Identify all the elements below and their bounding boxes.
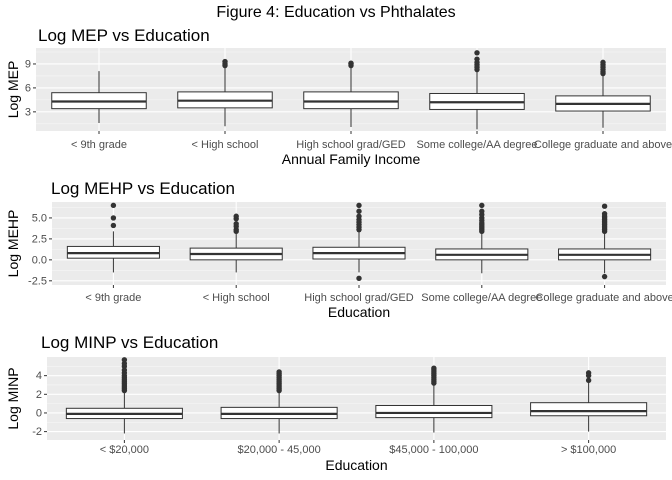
outlier-point [348,60,354,66]
outlier-point [110,215,117,221]
y-tick-label: 2 [36,389,42,401]
outlier-point [110,222,117,229]
chart-title: Log MEHP vs Education [51,179,235,198]
x-tick-label: College graduate and above [534,139,672,151]
outlier-point [121,357,128,363]
y-axis-label: Log MINP [5,367,21,429]
chart-title: Log MEP vs Education [38,26,210,45]
box-body [530,402,648,417]
y-tick-label: 5.0 [32,212,47,224]
y-axis-label: Log MEHP [5,210,21,278]
x-tick-label: Some college/AA degree [416,139,537,151]
y-tick-label: 9 [25,58,31,70]
outlier-point [110,202,117,209]
x-tick-label: College graduate and above [535,292,672,304]
box-body [375,404,493,419]
box-3 [312,202,406,281]
box-4 [530,370,648,432]
box-2 [220,369,338,434]
outlier-point [585,370,592,376]
outlier-point [479,208,485,214]
box-2 [189,213,283,273]
outlier-point [585,377,592,384]
outlier-point [474,56,480,62]
x-tick-label: < 9th grade [71,139,127,151]
chart-title: Log MINP vs Education [41,333,218,352]
x-tick-label: > $100,000 [561,444,616,456]
outlier-point [356,202,362,209]
box-1 [65,357,183,434]
x-tick-label: < $20,000 [100,444,149,456]
chart-panel-2: -2.5 0.0 2.5 5.0 < 9th grade < High school Hig… [5,179,672,320]
outlier-point [431,365,437,371]
plot-panel [47,357,666,440]
box-2 [177,58,273,127]
x-tick-label: < High school [192,139,259,151]
x-tick-label: High school grad/GED [296,139,405,151]
y-tick-label: 2.5 [32,233,47,245]
box-5 [555,59,651,128]
y-tick-label: 0.0 [32,254,47,266]
box-1 [51,71,147,124]
outlier-point [479,202,485,209]
outlier-point [233,213,239,219]
outlier-point [356,208,362,214]
x-axis-label: Education [325,457,387,473]
x-tick-label: < High school [203,292,270,304]
outlier-point [601,273,608,280]
x-axis-label: Annual Family Income [282,151,421,167]
y-tick-label: -2.5 [28,275,47,287]
x-axis-label: Education [328,304,390,320]
outlier-point [474,50,480,56]
box-1 [66,202,160,273]
chart-panel-1: 3 6 9 < 9th grade < High school High school g… [5,26,672,167]
outlier-point [601,211,608,217]
x-tick-label: Some college/AA degree [421,292,542,304]
x-tick-label: < 9th grade [85,292,141,304]
y-tick-label: 6 [25,82,31,94]
y-tick-label: 3 [25,106,31,118]
outlier-point [121,360,128,367]
y-axis-label: Log MEP [5,61,21,119]
box-4 [435,202,529,274]
outlier-point [233,221,239,227]
x-tick-label: $20,000 - 45,000 [238,444,321,456]
outlier-point [222,58,228,65]
outlier-point [601,203,608,209]
y-tick-label: -2 [32,426,42,438]
charts-container: 3 6 9 < 9th grade < High school High school g… [5,26,672,473]
outlier-point [276,369,282,375]
y-tick-label: 0 [36,407,42,419]
y-tick-label: 4 [36,370,42,382]
box-3 [303,60,399,128]
outlier-point [356,213,362,219]
box-5 [558,203,652,280]
box-3 [375,365,493,433]
box-4 [429,50,525,130]
figure-title: Figure 4: Education vs Phthalates [216,4,455,21]
chart-panel-3: -2 0 2 4 < $20,000 $20,000 - 45,000 $45,000 - … [5,333,666,473]
x-tick-label: $45,000 - 100,000 [389,444,478,456]
outlier-point [600,59,606,66]
outlier-point [356,275,362,281]
box-body [303,91,399,110]
outlier-point [121,367,128,373]
x-tick-label: High school grad/GED [304,292,413,304]
